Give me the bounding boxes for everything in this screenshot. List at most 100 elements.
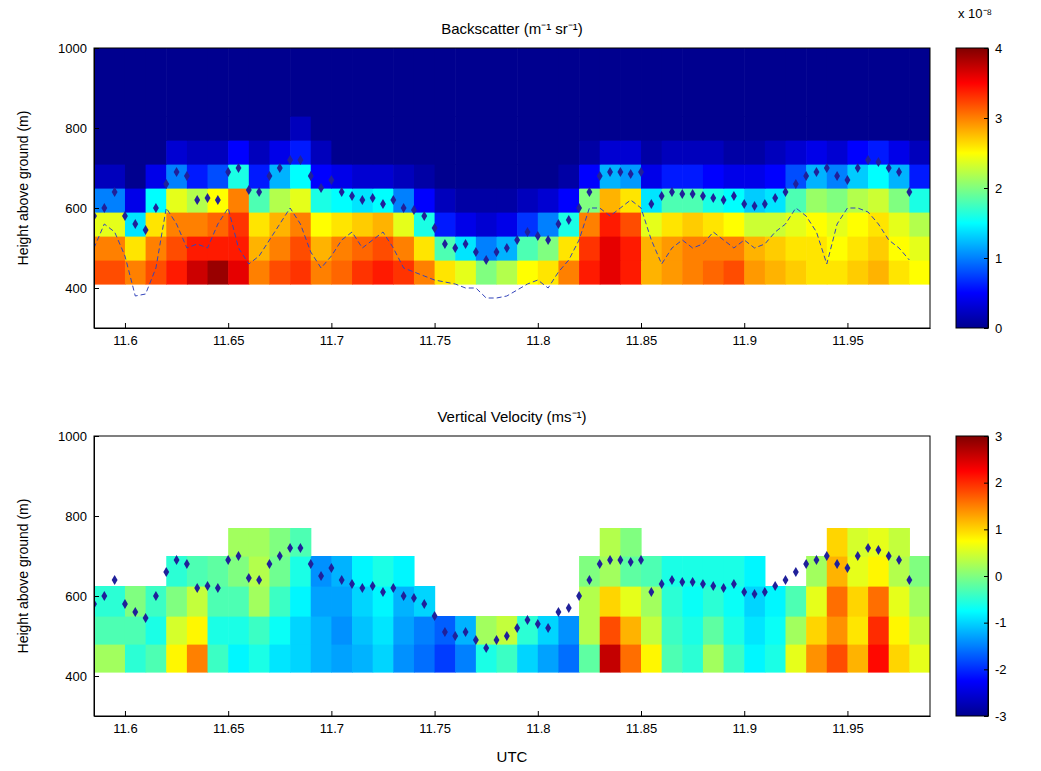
marker: [483, 255, 489, 265]
heatmap-cell: [352, 140, 373, 165]
heatmap-cell: [166, 188, 187, 213]
marker: [236, 551, 242, 561]
marker: [741, 587, 747, 597]
heatmap-cell: [414, 164, 435, 189]
tick-label: -3: [995, 709, 1007, 724]
heatmap-cell: [703, 116, 724, 141]
panel: 11.611.6511.711.7511.811.8511.911.954006…: [15, 6, 1002, 348]
heatmap-cell: [600, 164, 621, 189]
marker: [906, 575, 912, 585]
heatmap-cell: [393, 164, 414, 189]
tick: 0: [984, 569, 1002, 584]
heatmap-cell: [414, 616, 435, 645]
heatmap-cell: [868, 528, 889, 557]
heatmap-cell: [290, 616, 311, 645]
marker: [535, 231, 541, 241]
marker: [297, 543, 303, 553]
heatmap-cell: [620, 260, 641, 285]
tick-mark: [984, 623, 988, 624]
marker: [287, 543, 293, 553]
marker: [318, 571, 324, 581]
heatmap-cell: [269, 586, 290, 617]
y-axis-title: Height above ground (m): [15, 111, 31, 266]
marker: [793, 179, 799, 189]
heatmap-cell: [538, 616, 559, 645]
heatmap-cell: [765, 212, 786, 237]
heatmap-cell: [786, 140, 807, 165]
colorbar: [956, 48, 988, 328]
heatmap-cell: [94, 140, 126, 165]
tick-label: 1: [995, 251, 1002, 266]
marker: [556, 219, 562, 229]
heatmap-cell: [600, 616, 621, 645]
tick: 600: [65, 589, 99, 604]
marker: [390, 583, 396, 593]
heatmap-cell: [889, 212, 910, 237]
tick-mark: [538, 711, 539, 716]
heatmap-cell: [600, 116, 621, 141]
marker: [277, 551, 283, 561]
heatmap-cell: [579, 212, 600, 237]
marker: [525, 615, 531, 625]
marker: [896, 555, 902, 565]
heatmap-cell: [414, 236, 435, 261]
heatmap-cell: [517, 236, 538, 261]
heatmap-cell: [558, 116, 579, 141]
heatmap-cell: [455, 48, 476, 117]
tick-mark: [94, 208, 99, 209]
heatmap-cell: [435, 188, 456, 213]
marker: [638, 555, 644, 565]
heatmap-cell: [682, 164, 703, 189]
heatmap-cell: [373, 644, 394, 673]
heatmap-cell: [620, 212, 641, 237]
marker: [844, 563, 850, 573]
tick-label: 11.9: [733, 333, 757, 348]
plot-area: [94, 48, 930, 328]
tick-label: 11.85: [626, 721, 658, 736]
heatmap-cell: [94, 188, 126, 213]
heatmap-cell: [187, 260, 208, 285]
heatmap-cell: [393, 188, 414, 213]
heatmap-cell: [558, 644, 579, 673]
marker: [328, 175, 334, 185]
marker: [132, 607, 138, 617]
heatmap-cell: [909, 188, 930, 213]
marker: [906, 187, 912, 197]
heatmap-cell: [208, 644, 229, 673]
heatmap-cell: [476, 140, 497, 165]
colorbar-axis: 01234: [984, 41, 1002, 336]
marker: [514, 623, 520, 633]
heatmap-cell: [187, 164, 208, 189]
heatmap-cell: [414, 260, 435, 285]
heatmap-cell: [538, 644, 559, 673]
marker: [463, 627, 469, 637]
heatmap-cell: [146, 188, 167, 213]
marker: [855, 163, 861, 173]
heatmap-cell: [641, 556, 662, 587]
tick-label: 11.7: [320, 721, 344, 736]
marker: [494, 247, 500, 257]
heatmap-cell: [620, 528, 641, 557]
tick: 11.65: [213, 711, 245, 736]
heatmap-cell: [641, 140, 662, 165]
heatmap-cell: [806, 48, 827, 117]
heatmap-cell: [579, 260, 600, 285]
heatmap-cell: [558, 140, 579, 165]
heatmap-cell: [497, 164, 518, 189]
marker: [783, 575, 789, 585]
marker: [143, 613, 149, 623]
marker: [215, 195, 221, 205]
heatmap-cell: [187, 140, 208, 165]
heatmap-cell: [517, 116, 538, 141]
marker: [421, 599, 427, 609]
marker: [432, 611, 438, 621]
heatmap-cell: [662, 164, 683, 189]
heatmap-cell: [909, 140, 930, 165]
heatmap-cell: [703, 212, 724, 237]
heatmap-cell: [373, 236, 394, 261]
marker: [659, 579, 665, 589]
colorbar: [956, 436, 988, 716]
heatmap-cell: [249, 260, 270, 285]
heatmap-cell: [94, 236, 126, 261]
marker: [380, 587, 386, 597]
